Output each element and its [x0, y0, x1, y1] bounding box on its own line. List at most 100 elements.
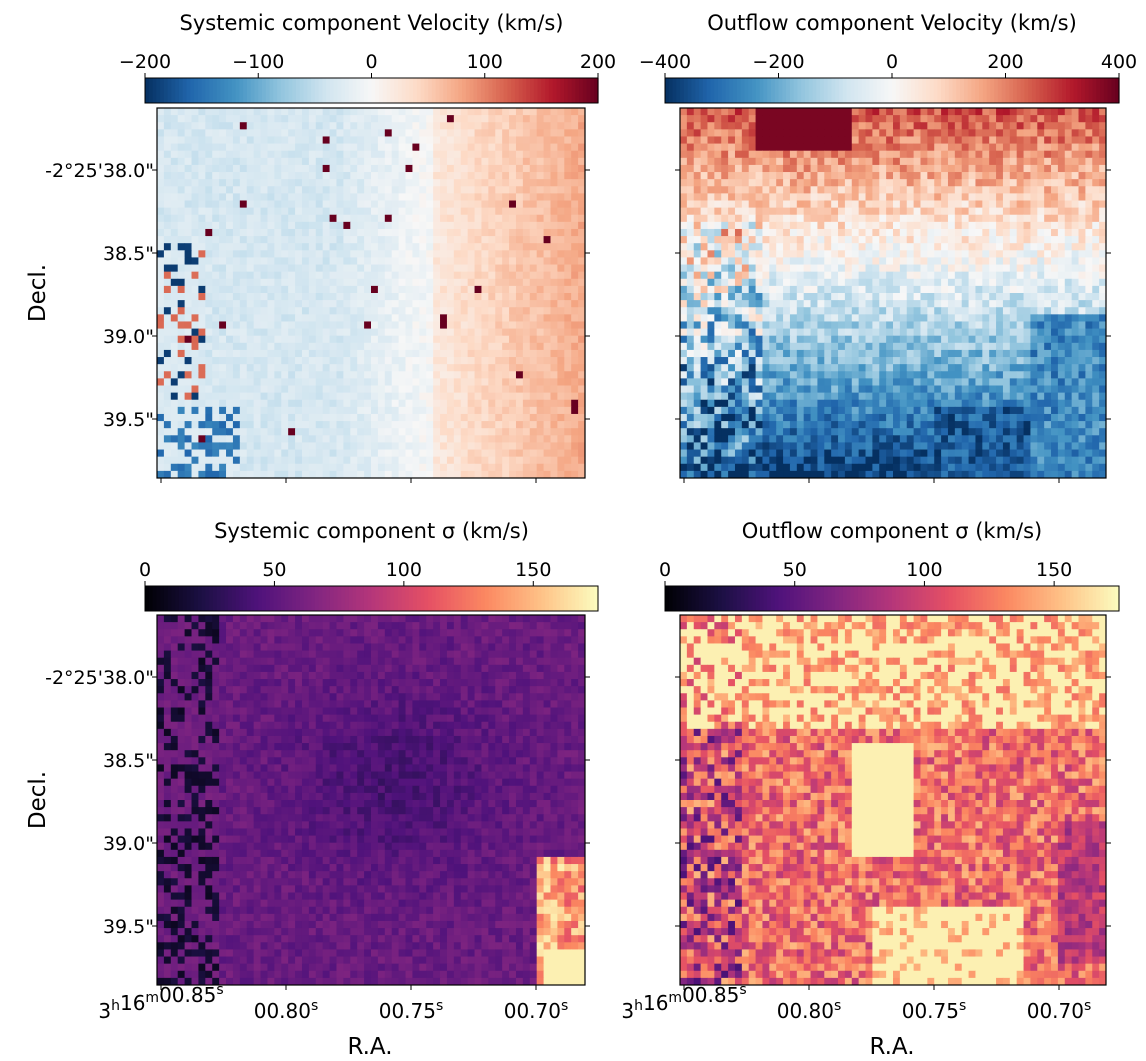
heatmap-cell — [205, 144, 212, 152]
heatmap-cell — [879, 229, 886, 237]
heatmap-cell — [309, 201, 316, 209]
heatmap-cell — [157, 250, 164, 258]
heatmap-cell — [831, 272, 838, 280]
heatmap-cell — [1051, 136, 1058, 144]
heatmap-cell — [212, 428, 219, 436]
heatmap-cell — [845, 144, 852, 152]
heatmap-cell — [240, 386, 247, 394]
heatmap-cell — [323, 222, 330, 230]
heatmap-cell — [281, 321, 288, 329]
heatmap-cell — [426, 215, 433, 223]
heatmap-cell — [406, 179, 413, 187]
heatmap-cell — [316, 250, 323, 258]
heatmap-cell — [831, 222, 838, 230]
heatmap-cell — [1017, 129, 1024, 137]
heatmap-cell — [399, 414, 406, 422]
colorbar: −200 −100 0 100 200 — [119, 51, 616, 103]
colorbar-swatch — [277, 78, 281, 103]
heatmap-cell — [749, 186, 756, 194]
heatmap-cell — [571, 172, 578, 180]
heatmap-cell — [797, 165, 804, 173]
heatmap-cell — [557, 364, 564, 372]
heatmap-cell — [267, 357, 274, 365]
heatmap-cell — [316, 108, 323, 116]
heatmap-cell — [433, 215, 440, 223]
heatmap-cell — [309, 314, 316, 322]
heatmap-cell — [537, 414, 544, 422]
heatmap-cell — [164, 286, 171, 294]
heatmap-cell — [399, 329, 406, 337]
heatmap-cell — [530, 464, 537, 472]
heatmap-cell — [309, 279, 316, 287]
heatmap-cell — [274, 400, 281, 408]
heatmap-cell — [571, 378, 578, 386]
heatmap-cell — [578, 471, 585, 479]
colorbar-swatch — [1043, 78, 1047, 103]
heatmap-cell — [336, 222, 343, 230]
heatmap-cell — [955, 151, 962, 159]
heatmap-cell — [941, 201, 948, 209]
heatmap-cell — [323, 136, 330, 144]
heatmap-cell — [914, 272, 921, 280]
heatmap-cell — [762, 129, 769, 137]
heatmap-cell — [295, 272, 302, 280]
heatmap-cell — [1010, 136, 1017, 144]
heatmap-cell — [164, 215, 171, 223]
heatmap-cell — [537, 435, 544, 443]
heatmap-cell — [571, 193, 578, 201]
heatmap-cell — [790, 158, 797, 166]
heatmap-cell — [233, 357, 240, 365]
heatmap-cell — [205, 400, 212, 408]
heatmap-cell — [1065, 265, 1072, 273]
heatmap-cell — [769, 165, 776, 173]
heatmap-cell — [468, 222, 475, 230]
heatmap-cell — [714, 236, 721, 244]
heatmap-cell — [343, 321, 350, 329]
heatmap-cell — [433, 350, 440, 358]
heatmap-cell — [550, 400, 557, 408]
heatmap-cell — [247, 421, 254, 429]
heatmap-cell — [735, 201, 742, 209]
heatmap-cell — [440, 279, 447, 287]
heatmap-cell — [872, 236, 879, 244]
heatmap-cell — [406, 435, 413, 443]
heatmap-cell — [475, 442, 482, 450]
heatmap-cell — [550, 172, 557, 180]
heatmap-cell — [557, 450, 564, 458]
heatmap-cell — [509, 386, 516, 394]
heatmap-cell — [378, 151, 385, 159]
heatmap-cell — [412, 108, 419, 116]
colorbar-swatch — [892, 78, 896, 103]
heatmap-cell — [502, 186, 509, 194]
heatmap-cell — [530, 421, 537, 429]
heatmap-cell — [226, 407, 233, 415]
heatmap-cell — [564, 201, 571, 209]
heatmap-cell — [776, 201, 783, 209]
heatmap-cell — [302, 165, 309, 173]
heatmap-cell — [852, 186, 859, 194]
heatmap-cell — [537, 201, 544, 209]
heatmap-cell — [447, 201, 454, 209]
heatmap-cell — [267, 428, 274, 436]
heatmap-cell — [989, 208, 996, 216]
heatmap-cell — [516, 307, 523, 315]
heatmap-cell — [838, 193, 845, 201]
heatmap-cell — [240, 329, 247, 337]
heatmap-cell — [454, 293, 461, 301]
heatmap-cell — [530, 321, 537, 329]
heatmap-cell — [955, 229, 962, 237]
heatmap-cell — [571, 108, 578, 116]
colorbar-swatch — [1085, 78, 1089, 103]
heatmap-cell — [879, 257, 886, 265]
heatmap-cell — [254, 144, 261, 152]
heatmap-cell — [852, 208, 859, 216]
heatmap-cell — [406, 215, 413, 223]
heatmap-cell — [537, 286, 544, 294]
heatmap-cell — [323, 293, 330, 301]
heatmap-cell — [392, 464, 399, 472]
heatmap-cell — [267, 250, 274, 258]
heatmap-cell — [219, 414, 226, 422]
colorbar-swatch — [247, 78, 251, 103]
colorbar-swatch — [1108, 78, 1112, 103]
colorbar-swatch — [771, 78, 775, 103]
